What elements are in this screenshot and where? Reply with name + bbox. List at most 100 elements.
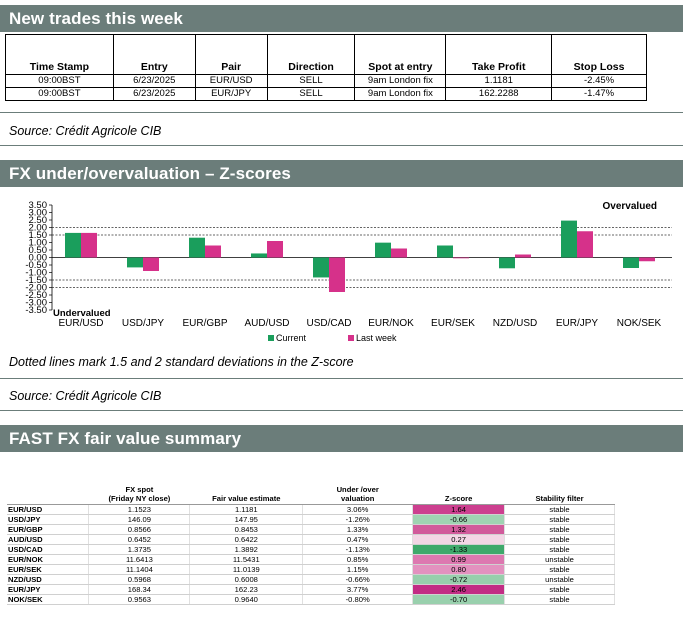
bar-current xyxy=(623,257,639,268)
fairvalue-title: FAST FX fair value summary xyxy=(9,429,242,448)
spot-cell: 1.3735 xyxy=(88,544,191,555)
spot-cell: 0.8566 xyxy=(88,524,191,535)
fairvalue-column-header: FX spot (Friday NY close) xyxy=(88,477,190,505)
bar-current xyxy=(65,232,81,258)
trade-cell: 1.1181 xyxy=(445,74,553,88)
bar-current xyxy=(251,253,267,258)
y-tick-label: 1.50 xyxy=(29,230,48,241)
legend-swatch xyxy=(268,335,274,341)
bar-current xyxy=(561,220,577,258)
fair-value-cell: 0.6422 xyxy=(189,534,304,545)
bar-last-week xyxy=(143,257,159,271)
bar-current xyxy=(313,257,329,278)
divider xyxy=(0,410,683,411)
stability-cell: stable xyxy=(504,564,615,575)
zscore-cell: 1.64 xyxy=(412,504,506,515)
x-tick-label: EUR/GBP xyxy=(182,318,227,329)
trade-cell: EUR/USD xyxy=(194,74,268,88)
spot-cell: 11.1404 xyxy=(88,564,191,575)
zscore-cell: -1.33 xyxy=(412,544,506,555)
trade-cell: 09:00BST xyxy=(5,74,114,88)
trades-table: Time Stamp Entry Pair Direction Spot at entr… xyxy=(5,34,647,101)
zscore-cell: 0.99 xyxy=(412,554,506,565)
zscore-source: Source: Crédit Agricole CIB xyxy=(9,389,162,403)
fair-value-cell: 147.95 xyxy=(189,514,304,525)
pair-cell: EUR/NOK xyxy=(7,554,90,565)
stability-cell: stable xyxy=(504,504,615,515)
fair-value-cell: 11.5431 xyxy=(189,554,304,565)
bar-last-week xyxy=(391,248,407,258)
fairvalue-row: NZD/USD 0.5968 0.6008 -0.66% -0.72 unstable xyxy=(7,574,615,585)
fairvalue-row: EUR/USD 1.1523 1.1181 3.06% 1.64 stable xyxy=(7,504,615,515)
bar-last-week xyxy=(267,241,283,258)
y-tick-label: -3.50 xyxy=(25,305,47,316)
y-tick-label: -1.50 xyxy=(25,275,47,286)
trades-source: Source: Crédit Agricole CIB xyxy=(9,124,162,138)
valuation-cell: 1.33% xyxy=(302,524,414,535)
trades-column-header: Pair xyxy=(194,34,268,75)
divider xyxy=(0,145,683,146)
fair-value-cell: 1.3892 xyxy=(189,544,304,555)
trade-cell: 162.2288 xyxy=(445,87,553,101)
stability-cell: stable xyxy=(504,594,615,605)
fairvalue-row: EUR/SEK 11.1404 11.0139 1.15% 0.80 stable xyxy=(7,564,615,575)
zscore-cell: -0.66 xyxy=(412,514,506,525)
fairvalue-section-header: FAST FX fair value summary xyxy=(0,425,683,452)
pair-cell: EUR/GBP xyxy=(7,524,90,535)
stability-cell: unstable xyxy=(504,554,615,565)
valuation-cell: -1.13% xyxy=(302,544,414,555)
trades-column-header: Time Stamp xyxy=(5,34,114,75)
fair-value-cell: 1.1181 xyxy=(189,504,304,515)
valuation-cell: 3.77% xyxy=(302,584,414,595)
spot-cell: 0.6452 xyxy=(88,534,191,545)
pair-cell: NZD/USD xyxy=(7,574,90,585)
divider xyxy=(0,112,683,113)
trade-row: 09:00BST 6/23/2025 EUR/USD SELL 9am London f… xyxy=(5,74,647,88)
pair-cell: USD/JPY xyxy=(7,514,90,525)
bar-last-week xyxy=(577,231,593,258)
bar-last-week xyxy=(639,257,655,262)
trades-column-header: Take Profit xyxy=(445,34,553,75)
x-tick-label: USD/JPY xyxy=(122,318,165,329)
zscore-section-header: FX under/overvaluation – Z-scores xyxy=(0,160,683,187)
valuation-cell: -0.80% xyxy=(302,594,414,605)
trades-column-header: Stop Loss xyxy=(551,34,647,75)
y-tick-label: -2.50 xyxy=(25,290,47,301)
pair-cell: NOK/SEK xyxy=(7,594,90,605)
zscore-cell: 2.46 xyxy=(412,584,506,595)
pair-cell: USD/CAD xyxy=(7,544,90,555)
bar-last-week xyxy=(453,257,469,259)
zscore-chart: 3.503.002.502.001.501.000.500.00-0.50-1.… xyxy=(25,200,672,343)
spot-cell: 146.09 xyxy=(88,514,191,525)
zscore-title: FX under/overvaluation – Z-scores xyxy=(9,164,291,183)
fair-value-cell: 0.8453 xyxy=(189,524,304,535)
x-tick-label: USD/CAD xyxy=(306,318,351,329)
x-tick-label: EUR/NOK xyxy=(368,318,414,329)
pair-cell: AUD/USD xyxy=(7,534,90,545)
valuation-cell: 1.15% xyxy=(302,564,414,575)
trades-column-header: Spot at entry xyxy=(354,34,447,75)
valuation-cell: -0.66% xyxy=(302,574,414,585)
fairvalue-row: NOK/SEK 0.9563 0.9640 -0.80% -0.70 stable xyxy=(7,594,615,605)
y-tick-label: 1.00 xyxy=(29,238,48,249)
stability-cell: stable xyxy=(504,534,615,545)
trade-cell: -2.45% xyxy=(551,74,647,88)
y-tick-label: 0.00 xyxy=(29,253,48,264)
legend-label: Current xyxy=(276,333,307,343)
stability-cell: stable xyxy=(504,544,615,555)
x-tick-label: EUR/SEK xyxy=(431,318,475,329)
trade-cell: 6/23/2025 xyxy=(112,87,196,101)
y-tick-label: 2.00 xyxy=(29,223,48,234)
chart-note: Dotted lines mark 1.5 and 2 standard dev… xyxy=(9,355,354,369)
bar-last-week xyxy=(205,245,221,258)
fairvalue-header-row: FX spot (Friday NY close) Fair value estim… xyxy=(7,477,615,505)
trades-column-header: Entry xyxy=(112,34,196,75)
spot-cell: 0.5968 xyxy=(88,574,191,585)
fairvalue-column-header: Under /over valuation xyxy=(302,477,413,505)
x-tick-label: EUR/USD xyxy=(58,318,103,329)
fair-value-cell: 162.23 xyxy=(189,584,304,595)
fairvalue-row: EUR/NOK 11.6413 11.5431 0.85% 0.99 unstable xyxy=(7,554,615,565)
bar-current xyxy=(375,242,391,258)
y-tick-label: -3.00 xyxy=(25,298,47,309)
valuation-cell: 0.47% xyxy=(302,534,414,545)
